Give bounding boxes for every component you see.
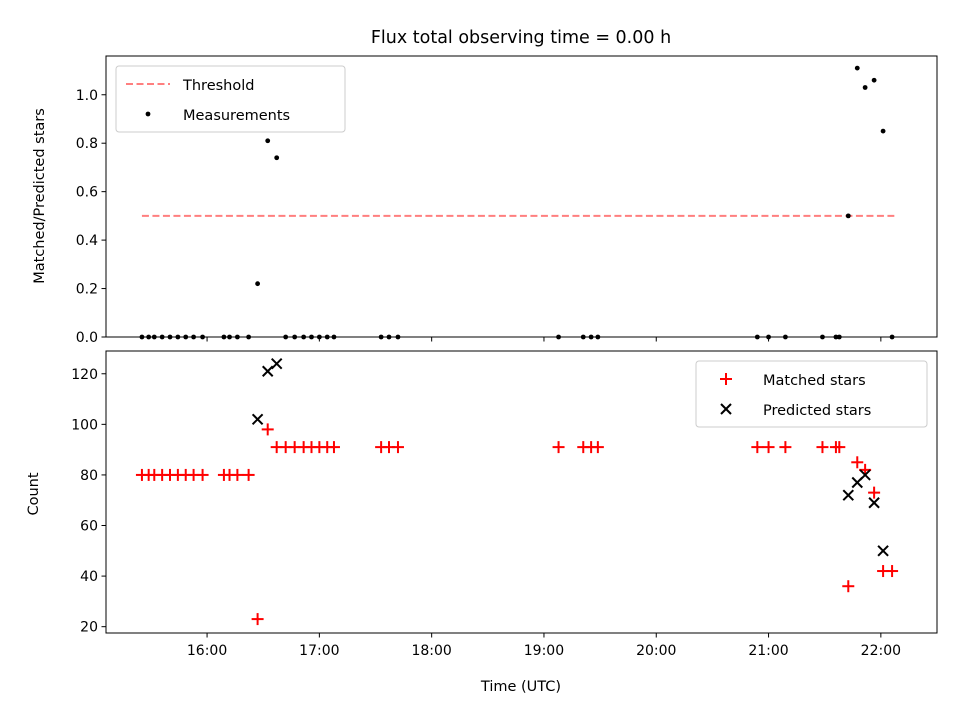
bottom-axis-ticks: 16:00 17:00 18:00 19:00 20:00 21:00 22:00 20 40 6… <box>71 367 901 659</box>
legend-threshold-label: Threshold <box>182 78 254 94</box>
bottom-x-tick-label: 19:00 <box>524 643 564 659</box>
matched-star-point <box>842 580 855 593</box>
bottom-y-tick-label: 120 <box>71 367 98 383</box>
matched-star-point <box>196 468 209 481</box>
legend-predicted-swatch <box>720 403 732 415</box>
matched-star-point <box>327 441 340 454</box>
matched-star-point <box>851 456 864 469</box>
matched-star-point <box>242 468 255 481</box>
legend-measurements-swatch <box>145 111 151 117</box>
top-axis-ticks: 0.0 0.2 0.4 0.6 0.8 1.0 <box>76 88 882 346</box>
top-y-tick-label: 0.4 <box>76 233 98 249</box>
matched-star-point <box>261 423 274 436</box>
measurement-point <box>871 77 877 83</box>
legend-matched-swatch <box>720 373 732 385</box>
bottom-x-tick-label: 16:00 <box>187 643 227 659</box>
matched-star-point <box>779 441 792 454</box>
matched-star-point <box>833 441 846 454</box>
bottom-plot-frame <box>105 350 938 634</box>
bottom-y-tick-label: 80 <box>80 468 98 484</box>
top-chart-title: Flux total observing time = 0.00 h <box>371 28 671 48</box>
bottom-y-tick-label: 20 <box>80 620 98 636</box>
predicted-star-point <box>842 489 854 501</box>
predicted-star-point <box>859 469 871 481</box>
matched-star-point <box>816 441 829 454</box>
predicted-star-point <box>270 357 283 370</box>
measurement-point <box>255 281 261 287</box>
top-y-axis-label: Matched/Predicted stars <box>32 108 48 284</box>
matched-star-point <box>762 441 775 454</box>
top-legend: Threshold Measurements <box>115 65 346 133</box>
top-y-tick-label: 0.8 <box>76 136 98 152</box>
top-legend-box <box>115 65 346 133</box>
top-y-tick-label: 1.0 <box>76 88 98 104</box>
bottom-x-tick-label: 20:00 <box>636 643 676 659</box>
matched-star-point <box>391 441 404 454</box>
matched-star-point <box>552 441 565 454</box>
matched-star-point <box>751 441 764 454</box>
bottom-y-tick-label: 60 <box>80 519 98 535</box>
top-panel: Flux total observing time = 0.00 h Match… <box>32 28 938 346</box>
legend-matched-label: Matched stars <box>763 373 866 389</box>
bottom-legend: Matched stars Predicted stars <box>695 360 928 428</box>
measurement-point <box>274 155 280 161</box>
top-plot-frame <box>105 55 938 338</box>
bottom-x-tick-label: 17:00 <box>299 643 339 659</box>
predicted-star-point <box>868 497 880 509</box>
top-y-tick-label: 0.0 <box>76 330 98 346</box>
bottom-plot-marks <box>135 357 899 626</box>
matched-star-point <box>868 486 881 499</box>
bottom-y-axis-label: Count <box>26 472 42 515</box>
bottom-x-tick-label: 21:00 <box>748 643 788 659</box>
matched-star-point <box>251 613 264 626</box>
top-y-tick-label: 0.6 <box>76 185 98 201</box>
bottom-x-tick-label: 22:00 <box>861 643 901 659</box>
top-y-tick-label: 0.2 <box>76 282 98 298</box>
bottom-legend-box <box>695 360 928 428</box>
measurement-point <box>854 65 860 71</box>
bottom-y-tick-label: 40 <box>80 569 98 585</box>
matched-star-point <box>886 565 899 578</box>
matched-star-point <box>231 468 244 481</box>
predicted-star-point <box>877 545 889 557</box>
measurement-point <box>845 213 851 219</box>
bottom-y-tick-label: 100 <box>71 417 98 433</box>
measurement-point <box>265 138 271 144</box>
bottom-x-tick-label: 18:00 <box>411 643 451 659</box>
measurement-point <box>880 128 886 134</box>
predicted-star-point <box>251 413 264 425</box>
bottom-panel: Count Time (UTC) 16:00 17:00 18:00 19:00 20:… <box>26 350 938 695</box>
bottom-x-axis-label: Time (UTC) <box>480 679 561 695</box>
legend-predicted-label: Predicted stars <box>763 403 871 419</box>
legend-measurements-label: Measurements <box>183 108 290 124</box>
matched-star-point <box>591 441 604 454</box>
measurement-point <box>862 85 868 90</box>
